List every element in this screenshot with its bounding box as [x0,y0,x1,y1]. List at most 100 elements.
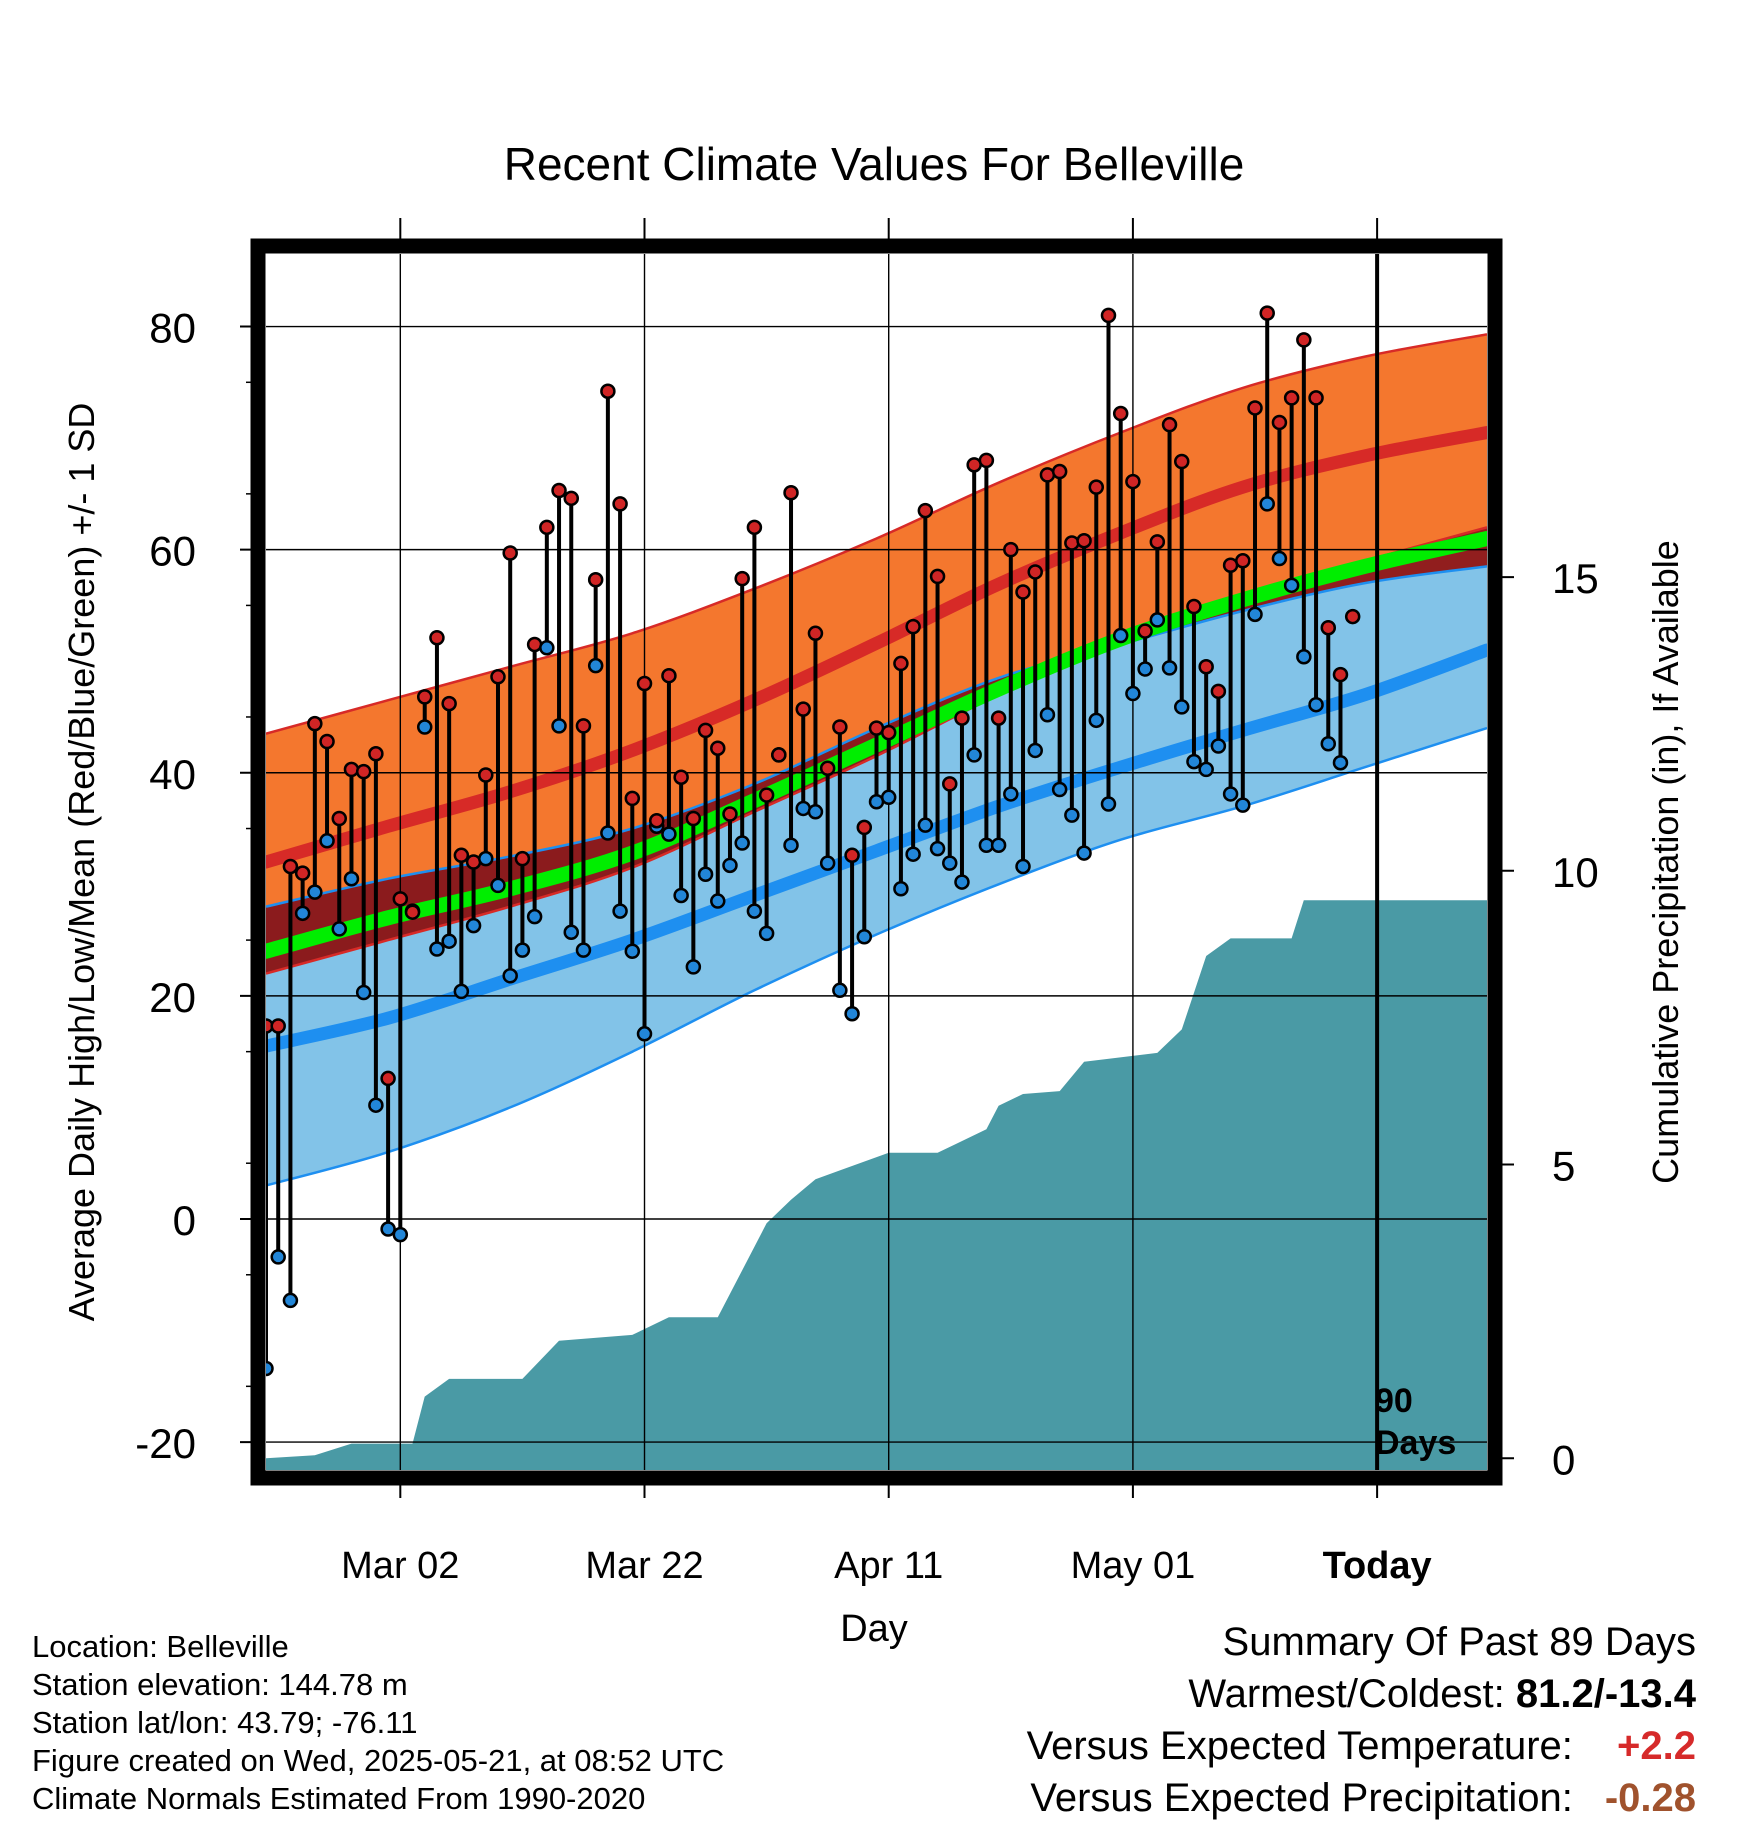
daily-high-point [832,719,848,735]
daily-low-point [1064,807,1080,823]
daily-low-point [1186,753,1202,770]
daily-high-point [807,625,824,642]
daily-low-point [1051,781,1068,798]
daily-high-point [587,572,604,588]
daily-high-point [429,630,445,646]
daily-low-point [990,837,1007,854]
daily-high-point [319,733,335,750]
daily-low-point [380,1221,396,1237]
daily-low-point [832,982,848,999]
daily-high-point [856,819,873,836]
daily-high-point [1039,467,1056,483]
daily-low-point [795,800,811,817]
high-sd-upper-line [266,333,1487,735]
temp-value: +2.2 [1617,1724,1696,1768]
daily-stems [266,313,1343,1369]
daily-low-point [441,933,457,949]
daily-low-point [514,942,531,958]
daily-high-point [1003,541,1019,558]
daily-low-point [331,921,348,937]
y-tick-label-left: -20 [135,1420,196,1467]
precip-area [266,900,1487,1470]
daily-high-point [1174,453,1190,470]
daily-low-point [893,881,909,897]
daily-high-point [331,810,348,827]
y-axis-label-left: Average Daily High/Low/Mean (Red/Blue/Gr… [61,403,102,1322]
daily-low-point [1100,796,1117,812]
y-axis-label-right: Cumulative Precipitation (in), If Availa… [1645,540,1686,1184]
daily-high-point [416,689,433,705]
daily-low-point [343,870,360,887]
daily-high-point [1015,584,1031,600]
daily-high-point [1210,683,1227,700]
daily-dots [266,305,1361,1377]
daily-low-point [307,884,323,900]
daily-high-point [880,724,897,741]
daily-high-point [893,655,909,672]
daily-low-point [490,877,506,894]
temp-label: Versus Expected Temperature: [1026,1724,1573,1768]
daily-high-point [1125,473,1141,490]
daily-high-point [575,718,592,734]
precip-label: Versus Expected Precipitation: [1030,1776,1573,1820]
x-tick-label: Mar 02 [341,1545,459,1587]
daily-high-point [758,787,775,803]
daily-high-point [942,776,958,792]
daily-low-point [1112,627,1129,644]
daily-high-point [1320,619,1337,636]
daily-low-point [783,837,799,854]
daily-high-point [905,618,921,635]
daily-low-point [942,855,958,871]
daily-high-point [990,710,1007,726]
daily-high-point [478,767,494,783]
footer-created: Figure created on Wed, 2025-05-21, at 08… [32,1743,725,1778]
daily-high-point [648,812,665,829]
daily-low-point [266,1360,274,1377]
footer-normals: Climate Normals Estimated From 1990-2020 [32,1781,646,1816]
daily-high-point [1271,414,1288,431]
daily-low-point [270,1249,286,1265]
daily-high-point [978,452,995,469]
daily-low-point [856,928,873,945]
daily-low-point [1039,706,1056,723]
daily-low-point [734,835,750,851]
daily-low-point [368,1097,384,1113]
daily-high-point [746,519,763,536]
daily-low-point [905,846,921,862]
daily-high-point [1027,564,1043,580]
daily-high-point [368,746,384,762]
daily-high-point [1344,608,1361,625]
daily-low-point [1161,660,1178,676]
daily-high-point [294,865,311,881]
daily-low-point [1137,661,1153,677]
daily-high-point [1247,400,1263,416]
footer-location: Location: Belleville [32,1629,289,1664]
daily-low-point [392,1226,409,1243]
daily-low-point [502,968,518,984]
daily-low-point [636,1026,653,1042]
daily-high-point [1051,463,1068,480]
daily-low-point [1174,699,1190,715]
summary-temperature: Versus Expected Temperature: +2.2 [1027,1724,1696,1769]
today-annotation-1: 90 [1375,1382,1413,1420]
daily-high-point [282,858,299,875]
y-tick-label-right: 5 [1552,1143,1575,1190]
daily-low-point [661,826,677,842]
summary-precipitation: Versus Expected Precipitation: -0.28 [1030,1776,1696,1821]
daily-low-point [685,959,702,975]
daily-high-point [355,763,372,780]
daily-low-point [526,908,543,925]
daily-low-point [587,657,604,674]
daily-low-point [722,857,738,874]
daily-low-point [929,840,946,857]
daily-low-point [1003,786,1019,802]
daily-low-point [355,984,372,1001]
daily-high-point [612,496,628,512]
daily-high-point [1283,390,1300,406]
daily-low-point [1222,786,1239,802]
daily-low-point [612,903,628,919]
daily-low-point [319,833,335,849]
footer-info: Location: Belleville Station elevation: … [32,1628,724,1818]
daily-low-point [1198,761,1214,778]
daily-low-point [1015,858,1031,875]
